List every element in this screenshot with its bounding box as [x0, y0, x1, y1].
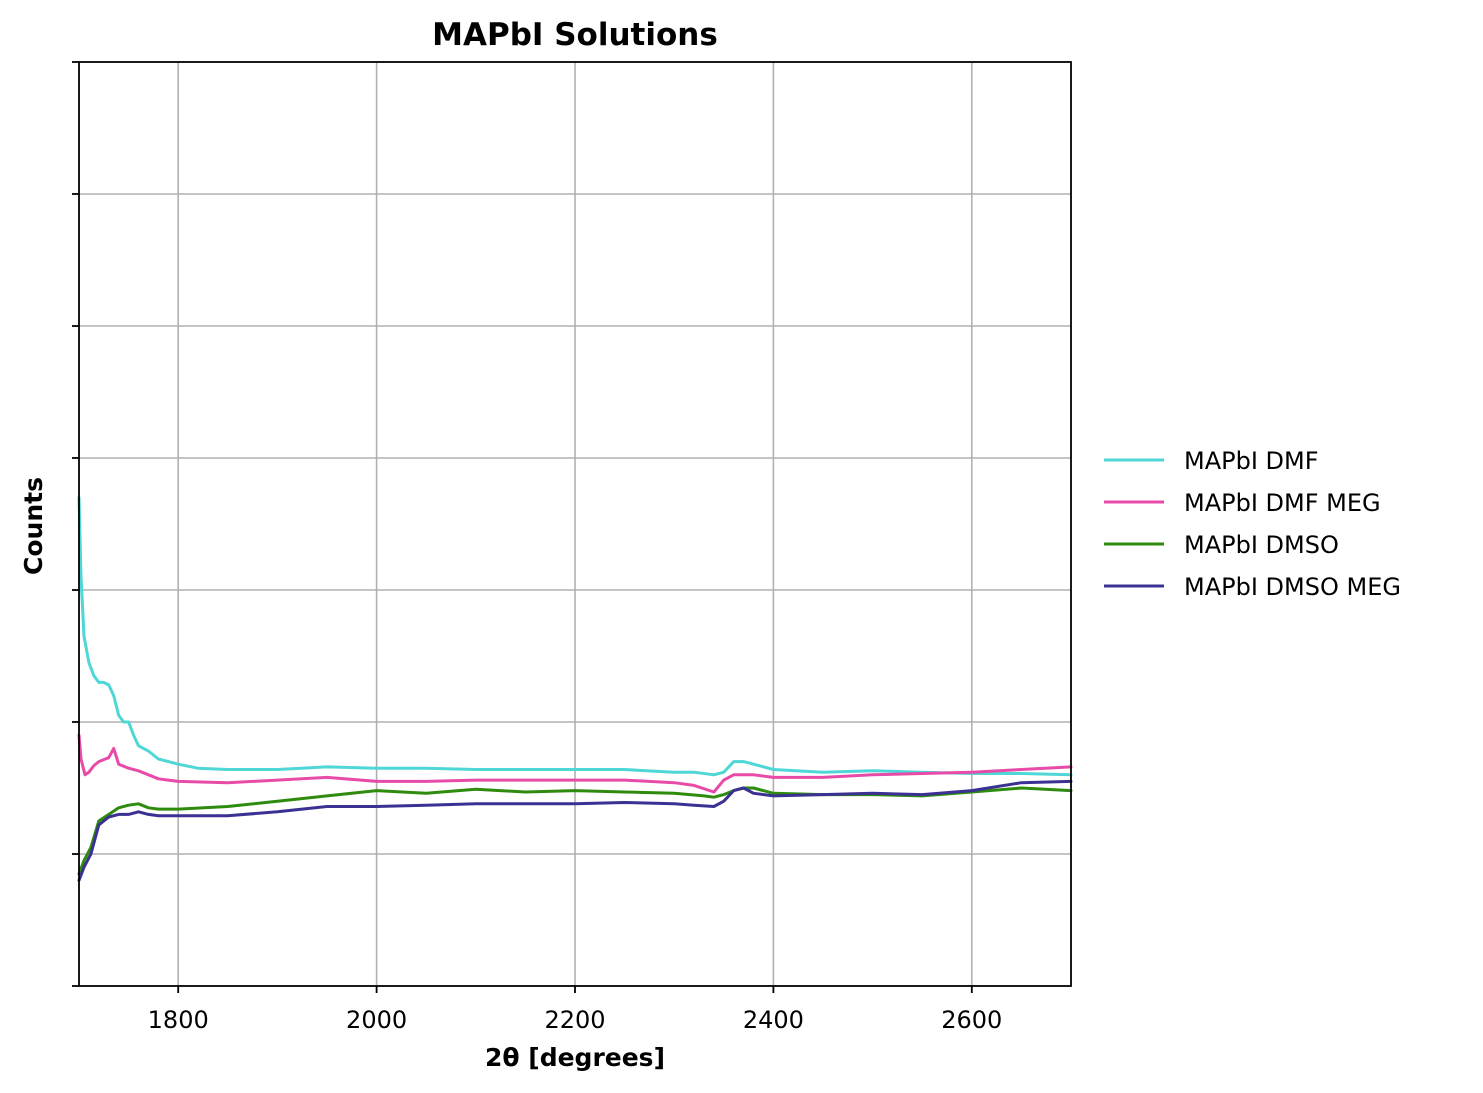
legend: MAPbI DMF MAPbI DMF MEG MAPbI DMSO MAPbI DM…: [1104, 447, 1401, 601]
series-line-mapbi-dmf-meg: [77, 733, 1073, 794]
series-line-mapbi-dmf: [77, 496, 1073, 777]
x-axis-label: 2θ [degrees]: [485, 1043, 665, 1072]
legend-label: MAPbI DMSO: [1184, 531, 1339, 559]
grid: [79, 62, 1071, 986]
series-line-mapbi-dmso-meg: [77, 779, 1073, 882]
axis-ticks: 1800 2000 2200 2400 2600: [72, 61, 1002, 1034]
x-tick-label: 2400: [743, 1006, 804, 1034]
y-axis-label: Counts: [19, 477, 48, 575]
x-tick-label: 1800: [148, 1006, 209, 1034]
legend-label: MAPbI DMSO MEG: [1184, 573, 1401, 601]
x-tick-label: 2600: [941, 1006, 1002, 1034]
x-tick-label: 2000: [346, 1006, 407, 1034]
legend-label: MAPbI DMF: [1184, 447, 1319, 475]
chart-title: MAPbI Solutions: [432, 17, 718, 53]
series-layer: [77, 496, 1073, 882]
legend-label: MAPbI DMF MEG: [1184, 489, 1381, 517]
x-tick-label: 2200: [544, 1006, 605, 1034]
